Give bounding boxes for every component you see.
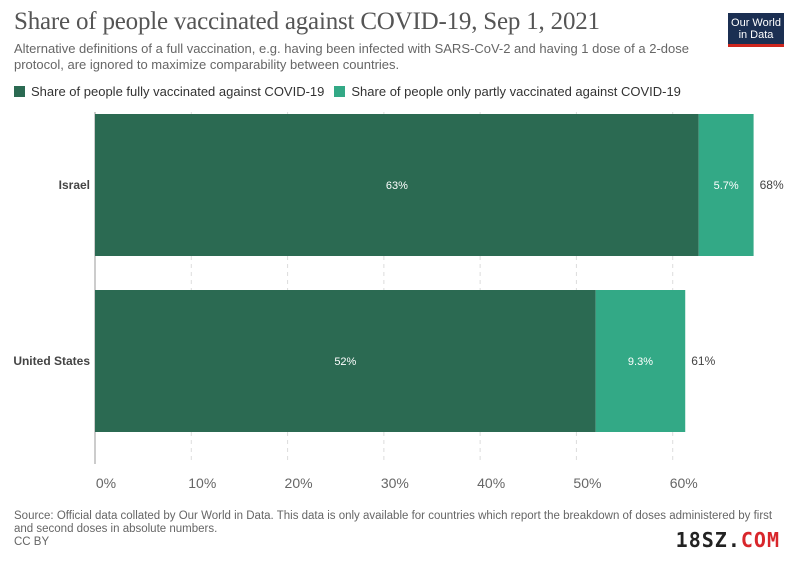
watermark-suffix: COM xyxy=(740,528,780,552)
data-label: 9.3% xyxy=(628,356,653,368)
legend-item-partly[interactable]: Share of people only partly vaccinated a… xyxy=(334,84,681,99)
total-label: 61% xyxy=(691,354,715,368)
chart-legend: Share of people fully vaccinated against… xyxy=(14,84,691,99)
source-text: Source: Official data collated by Our Wo… xyxy=(14,510,773,535)
x-tick-label: 30% xyxy=(381,475,409,491)
chart-title: Share of people vaccinated against COVID… xyxy=(14,8,600,35)
logo-line-2: in Data xyxy=(738,29,774,41)
bar-partly-vaccinated xyxy=(698,114,754,256)
logo-line-1: Our World xyxy=(731,17,781,29)
total-label: 68% xyxy=(760,178,784,192)
x-tick-label: 0% xyxy=(96,475,116,491)
data-label: 52% xyxy=(334,356,356,368)
owid-logo[interactable]: Our World in Data xyxy=(728,13,784,47)
data-label: 5.7% xyxy=(714,180,739,192)
data-label: 63% xyxy=(386,180,408,192)
watermark: 18SZ.COM xyxy=(676,528,780,552)
watermark-main: 18SZ. xyxy=(675,528,741,552)
legend-label-fully: Share of people fully vaccinated against… xyxy=(31,84,325,99)
bar-fully-vaccinated xyxy=(95,290,596,432)
x-tick-label: 60% xyxy=(670,475,698,491)
bar-chart: 0% 10% 20% 30% 40% 50% 60% Israel 63% 5.7% 68% Unit… xyxy=(13,112,784,491)
legend-swatch-fully xyxy=(14,86,25,97)
legend-label-partly: Share of people only partly vaccinated a… xyxy=(351,84,681,99)
legend-swatch-partly xyxy=(334,86,346,97)
category-label: Israel xyxy=(59,178,90,192)
bar-fully-vaccinated xyxy=(95,114,699,256)
x-tick-label: 40% xyxy=(477,475,505,491)
category-label: United States xyxy=(13,354,90,368)
x-tick-label: 10% xyxy=(188,475,216,491)
x-tick-label: 20% xyxy=(285,475,313,491)
source-note: Source: Official data collated by Our Wo… xyxy=(14,510,774,549)
chart-subtitle: Alternative definitions of a full vaccin… xyxy=(14,41,689,72)
license-text[interactable]: CC BY xyxy=(14,536,50,548)
legend-item-fully[interactable]: Share of people fully vaccinated against… xyxy=(14,84,324,99)
bar-partly-vaccinated xyxy=(595,290,686,432)
x-tick-label: 50% xyxy=(573,475,601,491)
